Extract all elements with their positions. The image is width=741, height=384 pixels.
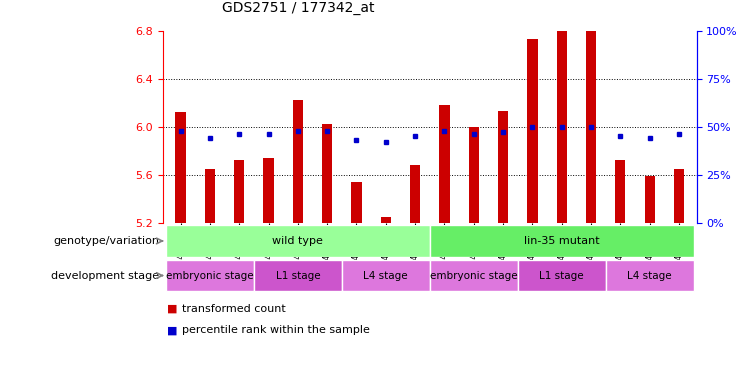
Bar bbox=[645, 176, 655, 223]
Bar bbox=[605, 260, 694, 291]
Text: wild type: wild type bbox=[273, 236, 323, 246]
Text: L4 stage: L4 stage bbox=[628, 270, 672, 281]
Bar bbox=[351, 182, 362, 223]
Bar bbox=[674, 169, 684, 223]
Bar bbox=[518, 260, 605, 291]
Text: L4 stage: L4 stage bbox=[364, 270, 408, 281]
Bar bbox=[586, 31, 597, 223]
Text: L1 stage: L1 stage bbox=[276, 270, 320, 281]
Bar bbox=[293, 100, 303, 223]
Text: ■: ■ bbox=[167, 325, 177, 335]
Bar bbox=[498, 111, 508, 223]
Bar bbox=[381, 217, 391, 223]
Bar bbox=[254, 260, 342, 291]
Bar bbox=[166, 260, 254, 291]
Text: ■: ■ bbox=[167, 304, 177, 314]
Bar bbox=[468, 127, 479, 223]
Text: transformed count: transformed count bbox=[182, 304, 285, 314]
Bar bbox=[234, 161, 245, 223]
Bar bbox=[322, 124, 332, 223]
Bar bbox=[556, 31, 567, 223]
Bar bbox=[439, 105, 450, 223]
Bar bbox=[410, 165, 420, 223]
Bar bbox=[430, 225, 694, 257]
Text: genotype/variation: genotype/variation bbox=[53, 236, 159, 246]
Bar bbox=[166, 225, 430, 257]
Bar bbox=[528, 39, 537, 223]
Text: embryonic stage: embryonic stage bbox=[430, 270, 517, 281]
Bar bbox=[615, 161, 625, 223]
Text: percentile rank within the sample: percentile rank within the sample bbox=[182, 325, 370, 335]
Bar bbox=[430, 260, 518, 291]
Bar bbox=[263, 158, 273, 223]
Bar bbox=[205, 169, 215, 223]
Text: development stage: development stage bbox=[51, 270, 159, 281]
Text: lin-35 mutant: lin-35 mutant bbox=[524, 236, 599, 246]
Text: L1 stage: L1 stage bbox=[539, 270, 584, 281]
Text: embryonic stage: embryonic stage bbox=[166, 270, 253, 281]
Bar bbox=[342, 260, 430, 291]
Text: GDS2751 / 177342_at: GDS2751 / 177342_at bbox=[222, 2, 375, 15]
Bar bbox=[176, 113, 186, 223]
